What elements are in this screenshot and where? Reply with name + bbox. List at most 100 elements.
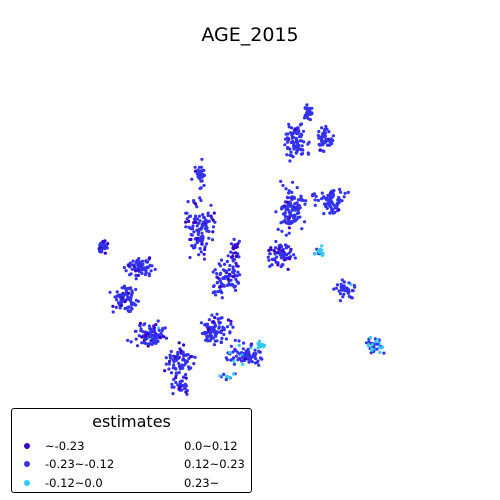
map-point: [222, 332, 226, 337]
map-point: [227, 268, 231, 272]
map-point: [305, 103, 309, 107]
map-point: [157, 326, 161, 330]
map-point: [342, 292, 346, 296]
map-point: [353, 285, 357, 289]
map-point: [137, 334, 141, 338]
map-point: [293, 130, 297, 134]
map-point: [290, 190, 294, 194]
map-point: [257, 339, 262, 343]
map-point: [292, 147, 296, 151]
map-point: [337, 208, 341, 212]
map-point: [219, 340, 223, 344]
map-point: [287, 226, 291, 230]
map-point: [154, 323, 158, 327]
map-point: [322, 195, 326, 199]
map-point: [299, 122, 304, 126]
map-point: [226, 254, 230, 258]
map-point: [280, 206, 284, 210]
map-point: [224, 377, 228, 382]
map-point: [256, 359, 260, 363]
map-point: [200, 242, 204, 246]
map-point: [289, 150, 293, 154]
map-point: [232, 372, 236, 376]
map-point: [220, 296, 224, 300]
map-point: [158, 336, 162, 340]
legend-label-1: ~-0.23: [45, 439, 85, 453]
map-point: [140, 335, 144, 339]
map-point: [296, 130, 300, 134]
map-point: [297, 203, 301, 208]
map-point: [122, 265, 126, 270]
map-point: [133, 329, 137, 333]
map-point: [275, 255, 279, 259]
map-point: [156, 333, 161, 337]
map-point: [173, 366, 177, 370]
map-point: [249, 343, 253, 347]
map-point: [147, 274, 151, 278]
map-point: [250, 355, 254, 359]
map-point: [172, 358, 176, 362]
map-point: [149, 269, 153, 273]
legend-label-3: -0.12~0.0: [45, 476, 103, 490]
map-point: [181, 375, 186, 379]
map-point: [253, 354, 257, 358]
map-point: [284, 233, 288, 237]
map-point: [147, 342, 151, 346]
map-point: [196, 173, 200, 177]
map-point: [192, 221, 196, 225]
map-point: [149, 330, 153, 334]
map-point: [190, 244, 194, 248]
map-point: [202, 252, 206, 256]
map-point: [250, 360, 254, 364]
map-point: [201, 173, 205, 177]
map-point: [274, 246, 278, 250]
map-point: [325, 143, 330, 147]
map-point: [114, 305, 118, 309]
map-point: [319, 248, 323, 252]
map-point: [116, 301, 121, 305]
map-point: [219, 258, 224, 262]
map-point: [129, 303, 134, 307]
map-point: [340, 286, 344, 290]
map-point: [291, 206, 295, 211]
map-point: [182, 383, 186, 387]
map-point: [197, 253, 201, 257]
map-point: [300, 227, 304, 231]
map-point: [342, 280, 346, 284]
map-point: [198, 247, 202, 251]
map-point: [127, 309, 131, 313]
map-point: [313, 203, 317, 207]
map-point: [253, 361, 257, 365]
map-point: [188, 214, 193, 218]
map-point: [172, 385, 176, 389]
map-point: [293, 219, 297, 223]
map-point: [295, 186, 299, 190]
map-point: [241, 362, 245, 366]
map-point: [217, 321, 221, 325]
map-point: [194, 214, 198, 218]
map-point: [228, 351, 232, 355]
legend-label-2: -0.23~-0.12: [45, 457, 115, 471]
map-point: [212, 343, 216, 347]
map-point: [184, 225, 188, 229]
map-point: [167, 362, 171, 366]
map-point: [222, 372, 226, 376]
legend-item-1: ~-0.23: [24, 438, 84, 454]
map-point: [180, 388, 184, 392]
map-point: [229, 319, 233, 323]
map-point: [184, 361, 188, 365]
map-point: [124, 269, 128, 273]
map-point: [237, 239, 241, 243]
map-point: [287, 122, 291, 126]
map-point: [156, 319, 160, 323]
map-point: [111, 310, 115, 314]
map-point: [319, 135, 323, 139]
map-point: [203, 245, 207, 249]
map-point: [202, 223, 206, 227]
map-point: [268, 264, 272, 268]
map-point: [234, 354, 238, 358]
map-point: [216, 317, 220, 321]
map-point: [215, 272, 219, 276]
map-point: [174, 371, 178, 375]
map-point: [189, 366, 193, 370]
